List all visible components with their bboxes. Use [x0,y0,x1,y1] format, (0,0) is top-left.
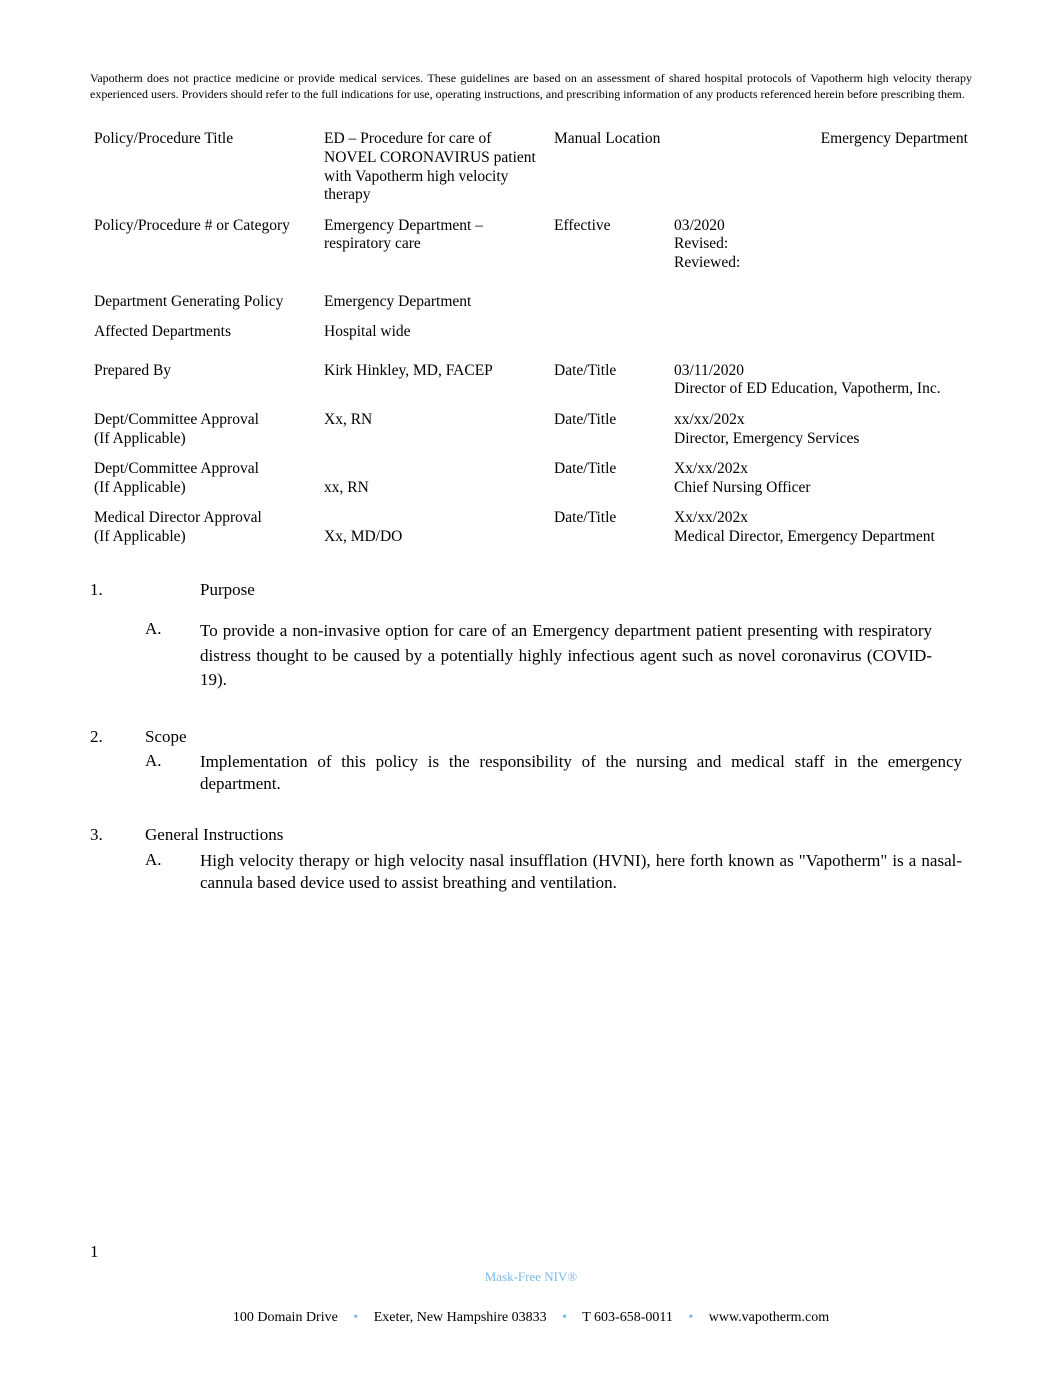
meta-dt: Effective [550,211,670,279]
meta-mid: Emergency Department – respiratory care [320,211,550,279]
sub-letter: A. [145,751,200,795]
meta-label: Affected Departments [90,317,320,348]
brand-line: Mask-Free NIV® [90,1269,972,1285]
meta-dt: Manual Location [550,124,670,210]
meta-dt: Date/Title [550,503,670,552]
disclaimer-text: Vapotherm does not practice medicine or … [90,70,972,102]
page-footer-block: 1 Mask-Free NIV® 100 Domain Drive • Exet… [0,1242,1062,1327]
indent [90,850,145,894]
sub-letter: A. [145,619,200,693]
meta-label: Dept/Committee Approval (If Applicable) [90,454,320,503]
meta-val: xx/xx/202x Director, Emergency Services [670,405,972,454]
metadata-table: Policy/Procedure Title ED – Procedure fo… [90,124,972,552]
footer-phone: T 603-658-0011 [582,1310,673,1325]
sub-body: High velocity therapy or high velocity n… [200,850,972,894]
meta-mid: Hospital wide [320,317,550,348]
meta-dt [550,279,670,318]
section-title: General Instructions [145,825,972,845]
footer-web: www.vapotherm.com [709,1310,829,1325]
separator-dot-icon: • [353,1310,358,1325]
meta-label: Policy/Procedure Title [90,124,320,210]
meta-val: Xx/xx/202x Chief Nursing Officer [670,454,972,503]
sub-letter: A. [145,850,200,894]
section-number: 2. [90,727,145,747]
section-scope: 2. Scope A. Implementation of this polic… [90,727,972,796]
meta-dt [550,317,670,348]
page-number: 1 [90,1242,972,1262]
meta-mid: xx, RN [320,454,550,503]
sub-body: To provide a non-invasive option for car… [200,619,972,693]
meta-label: Department Generating Policy [90,279,320,318]
table-row: Policy/Procedure Title ED – Procedure fo… [90,124,972,210]
meta-val [670,317,972,348]
meta-val: 03/2020 Revised: Reviewed: [670,211,972,279]
separator-dot-icon: • [688,1310,693,1325]
table-row: Dept/Committee Approval (If Applicable) … [90,405,972,454]
table-row: Dept/Committee Approval (If Applicable) … [90,454,972,503]
footer-address: 100 Domain Drive • Exeter, New Hampshire… [90,1310,972,1327]
indent [90,751,145,795]
section-number: 3. [90,825,145,845]
section-general-instructions: 3. General Instructions A. High velocity… [90,825,972,894]
table-row: Policy/Procedure # or Category Emergency… [90,211,972,279]
sub-body: Implementation of this policy is the res… [200,751,972,795]
table-row: Affected Departments Hospital wide [90,317,972,348]
meta-dt: Date/Title [550,454,670,503]
footer-addr1: 100 Domain Drive [233,1310,338,1325]
section-number: 1. [90,580,200,600]
meta-mid: ED – Procedure for care of NOVEL CORONAV… [320,124,550,210]
footer-addr2: Exeter, New Hampshire 03833 [374,1310,547,1325]
section-title: Purpose [200,580,972,600]
meta-mid: Xx, MD/DO [320,503,550,552]
table-row: Prepared By Kirk Hinkley, MD, FACEP Date… [90,348,972,405]
meta-mid: Xx, RN [320,405,550,454]
meta-val: 03/11/2020 Director of ED Education, Vap… [670,348,972,405]
meta-label: Prepared By [90,348,320,405]
meta-dt: Date/Title [550,348,670,405]
meta-mid: Emergency Department [320,279,550,318]
meta-mid: Kirk Hinkley, MD, FACEP [320,348,550,405]
meta-val: Emergency Department [670,124,972,210]
table-row: Medical Director Approval (If Applicable… [90,503,972,552]
indent [90,619,145,693]
meta-label: Policy/Procedure # or Category [90,211,320,279]
table-row: Department Generating Policy Emergency D… [90,279,972,318]
section-title: Scope [145,727,972,747]
meta-label: Medical Director Approval (If Applicable… [90,503,320,552]
meta-dt: Date/Title [550,405,670,454]
meta-label: Dept/Committee Approval (If Applicable) [90,405,320,454]
meta-val [670,279,972,318]
section-purpose: 1. Purpose A. To provide a non-invasive … [90,580,972,692]
meta-val: Xx/xx/202x Medical Director, Emergency D… [670,503,972,552]
separator-dot-icon: • [562,1310,567,1325]
